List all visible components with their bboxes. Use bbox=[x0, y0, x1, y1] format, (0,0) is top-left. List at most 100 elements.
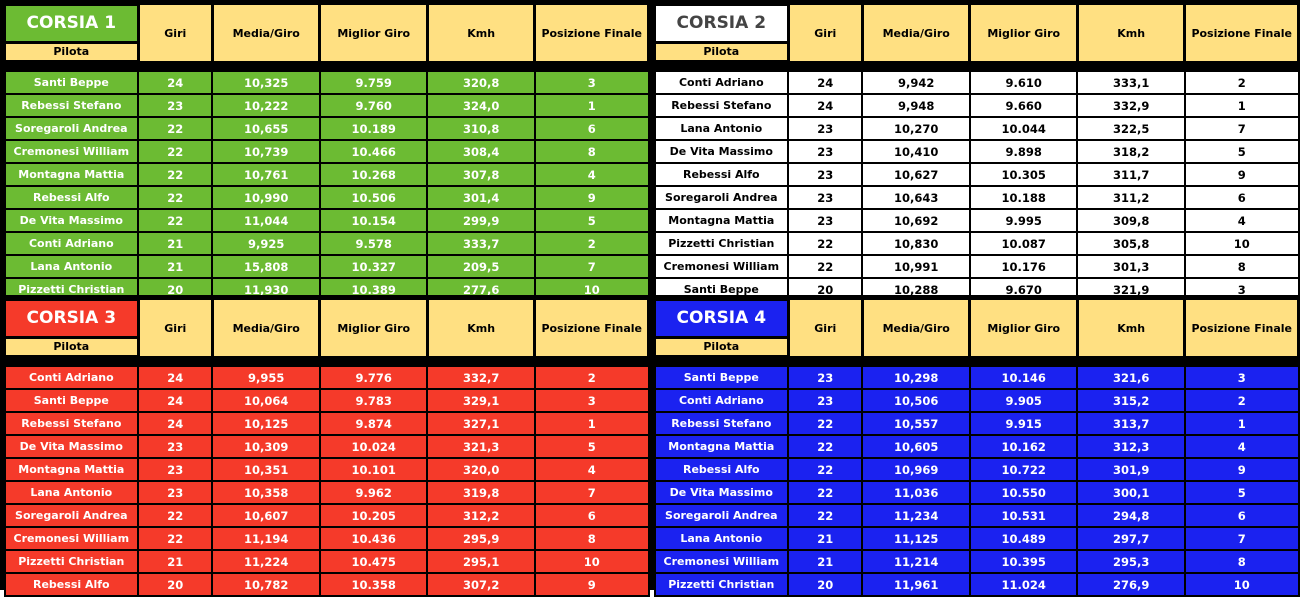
cell-giri: 23 bbox=[787, 185, 864, 210]
cell-best: 9.660 bbox=[968, 93, 1079, 118]
table-row: Pizzetti Christian 20 11,961 11.024 276,9 10 bbox=[653, 572, 1300, 597]
cell-pos: 8 bbox=[1183, 254, 1300, 279]
header-pos: Posizione Finale bbox=[1183, 297, 1300, 359]
lane-title: CORSIA 1 bbox=[7, 6, 136, 41]
cell-giri: 23 bbox=[137, 480, 214, 505]
cell-kmh: 329,1 bbox=[426, 388, 536, 413]
pilot-name: Soregaroli Andrea bbox=[653, 185, 790, 210]
header-kmh: Kmh bbox=[1075, 2, 1187, 64]
lane-title: CORSIA 2 bbox=[657, 6, 786, 41]
cell-kmh: 301,3 bbox=[1076, 254, 1186, 279]
header-kmh: Kmh bbox=[425, 297, 537, 359]
cell-best: 10.395 bbox=[968, 549, 1079, 574]
cell-giri: 22 bbox=[137, 503, 214, 528]
table-row: Conti Adriano 21 9,925 9.578 333,7 2 bbox=[3, 231, 650, 256]
cell-media: 10,325 bbox=[211, 70, 321, 95]
lane-table: CORSIA 2 Pilota Giri Media/Giro Miglior Giro… bbox=[653, 2, 1300, 302]
cell-pos: 7 bbox=[533, 480, 650, 505]
table-row: Rebessi Stefano 24 9,948 9.660 332,9 1 bbox=[653, 93, 1300, 118]
table-row: Lana Antonio 21 11,125 10.489 297,7 7 bbox=[653, 526, 1300, 551]
cell-best: 9.759 bbox=[318, 70, 429, 95]
cell-best: 9.760 bbox=[318, 93, 429, 118]
cell-giri: 22 bbox=[137, 208, 214, 233]
pilot-name: Cremonesi William bbox=[653, 549, 790, 574]
table-row: Pizzetti Christian 21 11,224 10.475 295,1 10 bbox=[3, 549, 650, 574]
header-media: Media/Giro bbox=[210, 297, 322, 359]
cell-media: 11,961 bbox=[861, 572, 971, 597]
pilot-name: Rebessi Alfo bbox=[653, 457, 790, 482]
cell-kmh: 333,1 bbox=[1076, 70, 1186, 95]
pilot-name: Rebessi Stefano bbox=[3, 93, 140, 118]
header-divider bbox=[654, 62, 1299, 71]
cell-kmh: 315,2 bbox=[1076, 388, 1186, 413]
cell-media: 10,990 bbox=[211, 185, 321, 210]
cell-media: 11,224 bbox=[211, 549, 321, 574]
cell-media: 10,969 bbox=[861, 457, 971, 482]
cell-best: 10.162 bbox=[968, 434, 1079, 459]
cell-best: 10.176 bbox=[968, 254, 1079, 279]
cell-best: 9.905 bbox=[968, 388, 1079, 413]
cell-best: 10.205 bbox=[318, 503, 429, 528]
table-row: Cremonesi William 21 11,214 10.395 295,3 8 bbox=[653, 549, 1300, 574]
cell-pos: 3 bbox=[533, 70, 650, 95]
pilot-name: Soregaroli Andrea bbox=[653, 503, 790, 528]
cell-pos: 4 bbox=[1183, 434, 1300, 459]
pilot-name: De Vita Massimo bbox=[3, 434, 140, 459]
cell-giri: 23 bbox=[787, 116, 864, 141]
table-row: Montagna Mattia 22 10,761 10.268 307,8 4 bbox=[3, 162, 650, 187]
header-media: Media/Giro bbox=[860, 297, 972, 359]
cell-best: 10.189 bbox=[318, 116, 429, 141]
cell-kmh: 321,6 bbox=[1076, 365, 1186, 390]
cell-pos: 3 bbox=[533, 388, 650, 413]
cell-best: 11.024 bbox=[968, 572, 1079, 597]
pilot-name: Rebessi Alfo bbox=[653, 162, 790, 187]
pilot-name: Pizzetti Christian bbox=[653, 572, 790, 597]
cell-media: 11,125 bbox=[861, 526, 971, 551]
cell-pos: 10 bbox=[1183, 572, 1300, 597]
cell-kmh: 313,7 bbox=[1076, 411, 1186, 436]
cell-giri: 21 bbox=[137, 254, 214, 279]
pilot-name: Montagna Mattia bbox=[3, 162, 140, 187]
cell-pos: 4 bbox=[1183, 208, 1300, 233]
cell-pos: 9 bbox=[533, 185, 650, 210]
cell-kmh: 327,1 bbox=[426, 411, 536, 436]
pilot-name: Rebessi Stefano bbox=[653, 93, 790, 118]
table-row: Santi Beppe 24 10,064 9.783 329,1 3 bbox=[3, 388, 650, 413]
cell-pos: 3 bbox=[1183, 365, 1300, 390]
cell-giri: 22 bbox=[137, 162, 214, 187]
cell-giri: 22 bbox=[137, 185, 214, 210]
table-row: Conti Adriano 24 9,955 9.776 332,7 2 bbox=[3, 365, 650, 390]
pilot-name: De Vita Massimo bbox=[3, 208, 140, 233]
header-best: Miglior Giro bbox=[968, 2, 1079, 64]
cell-best: 10.154 bbox=[318, 208, 429, 233]
cell-pos: 5 bbox=[533, 434, 650, 459]
cell-media: 10,607 bbox=[211, 503, 321, 528]
cell-kmh: 300,1 bbox=[1076, 480, 1186, 505]
cell-giri: 23 bbox=[137, 457, 214, 482]
pilot-name: Montagna Mattia bbox=[3, 457, 140, 482]
cell-kmh: 305,8 bbox=[1076, 231, 1186, 256]
cell-best: 10.024 bbox=[318, 434, 429, 459]
cell-best: 10.327 bbox=[318, 254, 429, 279]
cell-best: 9.962 bbox=[318, 480, 429, 505]
header-divider bbox=[654, 357, 1299, 366]
cell-best: 10.146 bbox=[968, 365, 1079, 390]
pilot-name: Montagna Mattia bbox=[653, 208, 790, 233]
cell-best: 9.578 bbox=[318, 231, 429, 256]
pilot-name: Cremonesi William bbox=[3, 139, 140, 164]
cell-best: 10.506 bbox=[318, 185, 429, 210]
cell-pos: 7 bbox=[533, 254, 650, 279]
header-pos: Posizione Finale bbox=[1183, 2, 1300, 64]
cell-pos: 10 bbox=[1183, 231, 1300, 256]
cell-best: 10.268 bbox=[318, 162, 429, 187]
cell-pos: 8 bbox=[533, 139, 650, 164]
header-best: Miglior Giro bbox=[968, 297, 1079, 359]
table-row: Conti Adriano 23 10,506 9.905 315,2 2 bbox=[653, 388, 1300, 413]
table-row: Cremonesi William 22 10,739 10.466 308,4 8 bbox=[3, 139, 650, 164]
pilot-name: Lana Antonio bbox=[3, 480, 140, 505]
cell-best: 10.101 bbox=[318, 457, 429, 482]
header-pos: Posizione Finale bbox=[533, 2, 650, 64]
cell-media: 10,655 bbox=[211, 116, 321, 141]
cell-giri: 21 bbox=[137, 231, 214, 256]
cell-best: 10.087 bbox=[968, 231, 1079, 256]
